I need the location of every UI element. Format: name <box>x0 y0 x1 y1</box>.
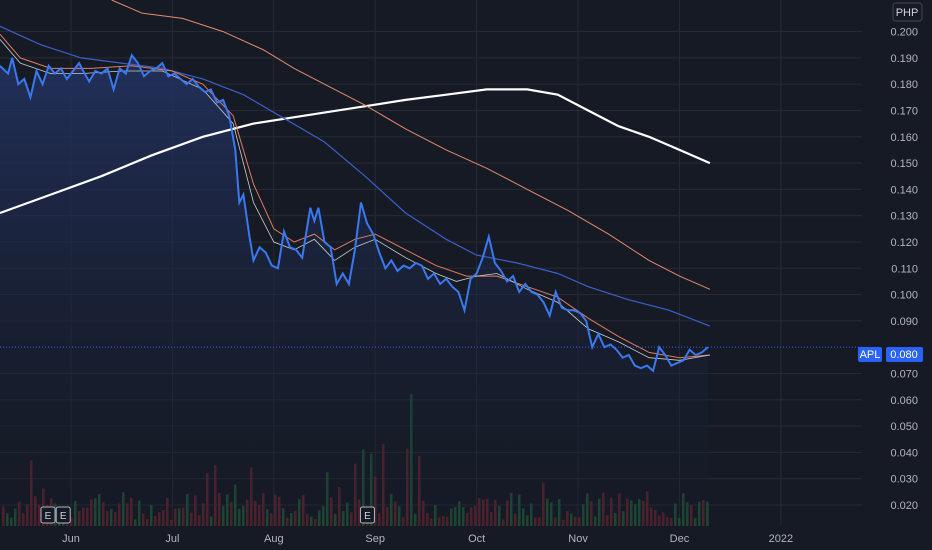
currency-label: PHP <box>896 7 919 19</box>
y-tick-label: 0.050 <box>890 421 918 433</box>
earnings-marker[interactable]: E <box>40 506 56 524</box>
y-tick-label: 0.150 <box>890 158 918 170</box>
y-tick-label: 0.200 <box>890 27 918 39</box>
ma-orange-slow-line <box>111 0 711 290</box>
x-tick-label: Aug <box>264 533 284 545</box>
y-tick-label: 0.110 <box>891 263 918 275</box>
y-tick-label: 0.040 <box>890 447 918 459</box>
y-tick-label: 0.100 <box>890 290 918 302</box>
earnings-marker-label: E <box>45 511 52 522</box>
plot-area <box>0 0 711 526</box>
x-tick-label: Dec <box>670 533 690 545</box>
currency-button[interactable]: PHP <box>892 2 923 22</box>
price-area-fill <box>0 55 708 526</box>
y-tick-label: 0.120 <box>890 237 918 249</box>
y-tick-label: 0.140 <box>890 184 918 196</box>
earnings-marker[interactable]: E <box>359 506 375 524</box>
price-line <box>0 53 709 373</box>
y-tick-label: 0.030 <box>890 474 918 486</box>
last-price-badge-text: 0.080 <box>890 349 918 361</box>
y-tick-label: 0.180 <box>890 79 918 91</box>
x-tick-label: Oct <box>468 533 485 545</box>
x-tick-label: Sep <box>365 533 385 545</box>
x-tick-label: Nov <box>568 533 588 545</box>
y-tick-label: 0.190 <box>890 53 918 65</box>
symbol-badge-text: APL <box>860 349 881 361</box>
ma-white-line <box>0 88 711 215</box>
symbol-badge: APL <box>858 347 882 362</box>
y-tick-label: 0.170 <box>890 105 918 117</box>
earnings-marker[interactable]: E <box>55 506 71 524</box>
y-axis: 0.200 0.190 0.180 0.170 0.160 0.150 0.140 0.130… <box>890 27 918 512</box>
x-tick-label: Jul <box>165 533 179 545</box>
y-tick-label: 0.020 <box>890 500 918 512</box>
y-tick-label: 0.060 <box>890 395 918 407</box>
x-axis: Jun Jul Aug Sep Oct Nov Dec 2022 <box>62 533 793 545</box>
earnings-marker-label: E <box>364 511 371 522</box>
x-tick-label: Jun <box>62 533 80 545</box>
x-tick-label: 2022 <box>769 533 793 545</box>
y-tick-label: 0.070 <box>890 368 918 380</box>
y-tick-label: 0.130 <box>890 211 918 223</box>
ma-blue-line <box>0 25 711 327</box>
last-price-badge: 0.080 <box>886 347 923 362</box>
y-tick-label: 0.160 <box>890 132 918 144</box>
earnings-marker-label: E <box>60 511 67 522</box>
y-tick-label: 0.090 <box>890 316 918 328</box>
